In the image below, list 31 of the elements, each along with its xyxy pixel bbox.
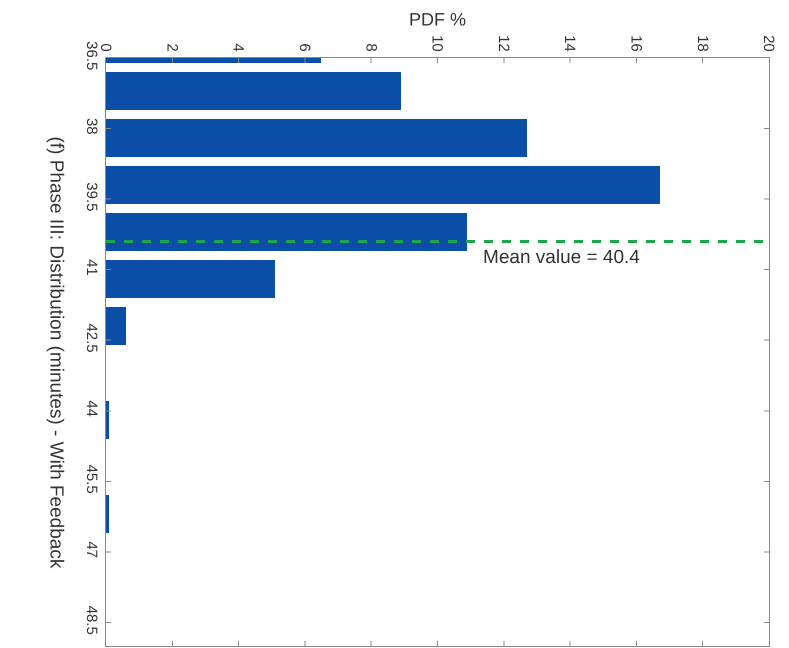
y-tick-label: 38 xyxy=(83,118,100,135)
bar xyxy=(106,119,527,157)
x-tick-label: 6 xyxy=(296,43,314,52)
y-tick-label: 44 xyxy=(83,400,100,417)
x-tick-label: 16 xyxy=(628,35,645,52)
x-tick-label: 10 xyxy=(428,35,446,52)
ref-line-label: Mean value = 40.4 xyxy=(483,247,640,268)
x-tick-label: 0 xyxy=(97,43,114,52)
bar xyxy=(106,260,275,298)
y-axis-title: (f) Phase III: Distribution (minutes) - With Feedback xyxy=(46,136,66,569)
x-tick-label: 14 xyxy=(561,35,578,52)
x-tick-label: 8 xyxy=(362,43,380,52)
x-tick-label: 2 xyxy=(163,43,180,52)
bar xyxy=(106,401,109,439)
y-tick-label: 41 xyxy=(83,259,100,276)
bar xyxy=(106,166,660,204)
bar xyxy=(106,72,401,110)
x-axis-title: PDF % xyxy=(408,9,466,30)
x-tick-label: 20 xyxy=(760,35,778,52)
y-tick-label: 47 xyxy=(83,541,100,558)
x-tick-label: 4 xyxy=(230,43,247,52)
y-tick-label: 45.5 xyxy=(83,464,100,494)
x-tick-label: 18 xyxy=(694,35,711,52)
y-tick-label: 36.5 xyxy=(83,41,100,70)
x-tick-label: 12 xyxy=(494,35,512,52)
bar xyxy=(106,213,467,251)
y-tick-label: 42.5 xyxy=(83,323,100,353)
bar xyxy=(106,495,109,533)
bar xyxy=(106,307,126,345)
y-tick-label: 39.5 xyxy=(83,182,100,212)
y-tick-label: 48.5 xyxy=(83,606,100,635)
